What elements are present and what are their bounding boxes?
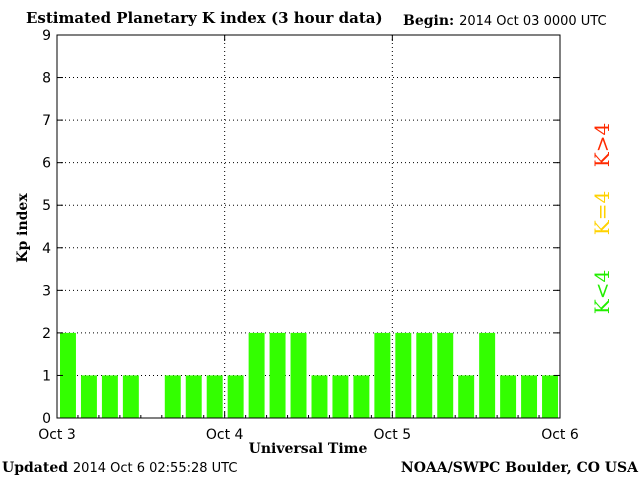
kp-bar bbox=[542, 375, 558, 418]
begin-value: 2014 Oct 03 0000 UTC bbox=[459, 14, 607, 29]
updated-label: Updated bbox=[2, 460, 69, 476]
y-ticks: 0 1 2 3 4 5 6 7 8 9 bbox=[42, 28, 560, 427]
kp-bar bbox=[458, 375, 475, 418]
y-tick-label: 3 bbox=[42, 283, 51, 299]
y-tick-label: 9 bbox=[42, 28, 51, 44]
kp-bar bbox=[101, 375, 118, 418]
y-tick-label: 0 bbox=[42, 411, 51, 427]
kp-bar bbox=[479, 332, 496, 418]
kp-bar bbox=[206, 375, 223, 418]
x-tick-label: Oct 3 bbox=[38, 427, 76, 443]
kp-bar bbox=[60, 332, 76, 418]
kp-bar bbox=[521, 375, 538, 418]
kp-bar bbox=[185, 375, 202, 418]
y-tick-label: 6 bbox=[42, 156, 51, 172]
legend: K>4 K=4 K<4 bbox=[590, 123, 614, 314]
kp-bar bbox=[437, 332, 454, 418]
legend-entry: K<4 bbox=[590, 270, 614, 314]
y-tick-label: 5 bbox=[42, 198, 51, 214]
x-ticks: Oct 3 Oct 4 Oct 5 Oct 6 bbox=[38, 35, 579, 443]
kp-bar bbox=[290, 332, 307, 418]
kp-bar bbox=[164, 375, 181, 418]
kp-bar bbox=[332, 375, 349, 418]
kp-bar bbox=[248, 332, 265, 418]
begin-time: Begin: 2014 Oct 03 0000 UTC bbox=[403, 13, 607, 29]
chart-title: Estimated Planetary K index (3 hour data… bbox=[26, 9, 383, 27]
y-tick-label: 1 bbox=[42, 368, 51, 384]
x-tick-label: Oct 5 bbox=[374, 427, 412, 443]
kp-bar bbox=[395, 332, 412, 418]
kp-bar bbox=[122, 375, 139, 418]
kp-bar bbox=[227, 375, 244, 418]
x-axis-title: Universal Time bbox=[249, 441, 368, 457]
x-tick-label: Oct 4 bbox=[206, 427, 244, 443]
kp-bar bbox=[269, 332, 286, 418]
kp-bar bbox=[353, 375, 370, 418]
kp-bar bbox=[416, 332, 433, 418]
y-tick-label: 8 bbox=[42, 71, 51, 87]
kp-bar bbox=[500, 375, 517, 418]
y-axis-title: Kp index bbox=[15, 193, 31, 263]
updated-time: Updated 2014 Oct 6 02:55:28 UTC bbox=[2, 460, 237, 476]
y-tick-label: 7 bbox=[42, 113, 51, 129]
kp-bar bbox=[311, 375, 328, 418]
y-tick-label: 2 bbox=[42, 326, 51, 342]
updated-value: 2014 Oct 6 02:55:28 UTC bbox=[72, 461, 238, 476]
begin-label: Begin: bbox=[403, 13, 455, 29]
legend-entry: K=4 bbox=[590, 191, 614, 235]
y-tick-label: 4 bbox=[42, 241, 51, 257]
kp-bar bbox=[374, 332, 391, 418]
legend-entry: K>4 bbox=[590, 123, 614, 167]
source-credit: NOAA/SWPC Boulder, CO USA bbox=[400, 460, 638, 476]
bars bbox=[60, 332, 558, 418]
x-tick-label: Oct 6 bbox=[541, 427, 579, 443]
kp-bar bbox=[80, 375, 97, 418]
